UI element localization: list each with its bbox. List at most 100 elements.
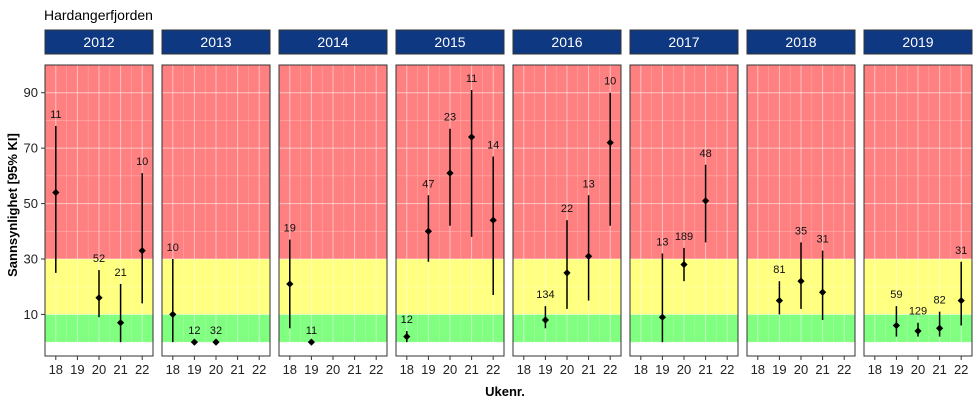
point-marker <box>541 316 549 324</box>
sample-size-label: 47 <box>422 178 434 190</box>
sample-size-label: 23 <box>444 112 456 124</box>
facet-strip <box>863 29 973 55</box>
sample-size-label: 31 <box>816 234 828 246</box>
x-tick-label: 20 <box>326 362 340 377</box>
facet-strip <box>746 29 856 55</box>
data-point-2019-w21: 82 <box>933 295 946 337</box>
x-tick-label: 21 <box>464 362 478 377</box>
y-tick-label: 50 <box>24 196 38 211</box>
data-point-2018-w21: 31 <box>816 234 829 320</box>
point-marker <box>169 310 177 319</box>
chart-title: Hardangerfjorden <box>44 7 153 23</box>
x-tick-label: 19 <box>538 362 552 377</box>
panel-2013: 2013 18 19 20 21 22 10 12 32 <box>161 29 271 377</box>
sample-size-label: 134 <box>536 289 554 301</box>
point-marker <box>606 139 614 147</box>
facet-strip <box>278 29 388 55</box>
x-tick-label: 20 <box>911 362 925 377</box>
point-marker <box>914 327 922 335</box>
sample-size-label: 12 <box>188 325 200 337</box>
x-tick-label: 20 <box>794 362 808 377</box>
point-marker <box>702 197 710 205</box>
x-tick-label: 21 <box>581 362 595 377</box>
x-tick-label: 21 <box>932 362 946 377</box>
point-marker <box>212 338 220 346</box>
data-point-2016-w19: 134 <box>536 289 555 329</box>
x-tick-label: 20 <box>443 362 457 377</box>
data-point-2018-w20: 35 <box>795 225 807 309</box>
y-tick-label: 30 <box>24 252 38 267</box>
data-point-2015-w19: 47 <box>422 178 435 262</box>
point-marker <box>819 288 827 296</box>
data-point-2017-w21: 48 <box>699 148 712 243</box>
sample-size-label: 59 <box>890 289 902 301</box>
data-point-2012-w20: 52 <box>93 253 105 318</box>
sample-size-label: 32 <box>210 325 222 337</box>
panel-2014: 2014 18 19 20 21 22 19 11 <box>278 29 388 377</box>
point-marker <box>775 296 783 305</box>
y-axis: 10 30 50 70 90 <box>24 85 45 322</box>
data-point-2014-w18: 19 <box>284 223 296 329</box>
x-tick-label: 18 <box>751 362 765 377</box>
point-marker <box>468 133 476 141</box>
point-marker <box>52 188 60 197</box>
sample-size-label: 129 <box>909 306 927 318</box>
facet-strip <box>629 29 739 55</box>
data-point-2019-w19: 59 <box>890 289 903 337</box>
data-point-2015-w20: 23 <box>444 112 456 226</box>
panel-2019: 2019 18 19 20 21 22 59 129 82 31 <box>863 29 973 377</box>
x-tick-label: 18 <box>400 362 414 377</box>
x-tick-label: 19 <box>187 362 201 377</box>
facet-strip <box>395 29 505 55</box>
sample-size-label: 13 <box>656 236 668 248</box>
data-point-2018-w19: 81 <box>773 264 786 315</box>
x-tick-label: 21 <box>347 362 361 377</box>
facet-strip-label: 2012 <box>83 34 114 50</box>
panel-2015: 2015 18 19 20 21 22 12 47 23 11 14 <box>395 29 505 377</box>
facet-strip-label: 2013 <box>200 34 231 50</box>
data-point-2013-w19: 12 <box>188 325 201 346</box>
point-marker <box>658 313 666 321</box>
x-tick-label: 20 <box>560 362 574 377</box>
data-point-2014-w19: 11 <box>306 325 317 346</box>
panel-2017: 2017 18 19 20 21 22 13 189 48 <box>629 29 739 377</box>
sample-size-label: 11 <box>50 109 61 121</box>
x-tick-label: 21 <box>230 362 244 377</box>
y-tick-label: 70 <box>24 141 38 156</box>
facet-strip <box>161 29 271 55</box>
x-tick-label: 19 <box>889 362 903 377</box>
point-marker <box>957 296 965 305</box>
data-point-2017-w20: 189 <box>675 231 693 282</box>
x-tick-label: 18 <box>634 362 648 377</box>
x-tick-label: 18 <box>49 362 63 377</box>
panel-2012: 2012 18 19 20 21 22 11 52 21 10 <box>44 29 154 377</box>
data-point-2012-w21: 21 <box>114 267 127 343</box>
x-tick-label: 18 <box>283 362 297 377</box>
x-tick-label: 21 <box>113 362 127 377</box>
point-marker <box>680 260 688 269</box>
data-point-2016-w21: 13 <box>582 178 595 301</box>
x-tick-label: 22 <box>720 362 734 377</box>
x-tick-label: 18 <box>517 362 531 377</box>
sample-size-label: 10 <box>604 76 616 88</box>
sample-size-label: 189 <box>675 231 693 243</box>
x-tick-label: 21 <box>815 362 829 377</box>
facet-strip-label: 2018 <box>785 34 816 50</box>
sample-size-label: 19 <box>284 223 296 235</box>
facet-strip-label: 2016 <box>551 34 582 50</box>
facet-strip <box>44 29 154 55</box>
data-point-2016-w20: 22 <box>561 203 573 309</box>
sample-size-label: 13 <box>582 178 594 190</box>
point-marker <box>424 227 432 235</box>
x-tick-label: 21 <box>698 362 712 377</box>
data-point-2012-w22: 10 <box>136 156 148 304</box>
y-tick-label: 10 <box>24 307 38 322</box>
point-marker <box>95 294 103 302</box>
sample-size-label: 10 <box>136 156 148 168</box>
sample-size-label: 81 <box>773 264 785 276</box>
x-tick-label: 22 <box>954 362 968 377</box>
data-point-2013-w18: 10 <box>167 242 179 343</box>
data-point-2015-w22: 14 <box>487 139 499 296</box>
point-marker <box>936 324 944 332</box>
